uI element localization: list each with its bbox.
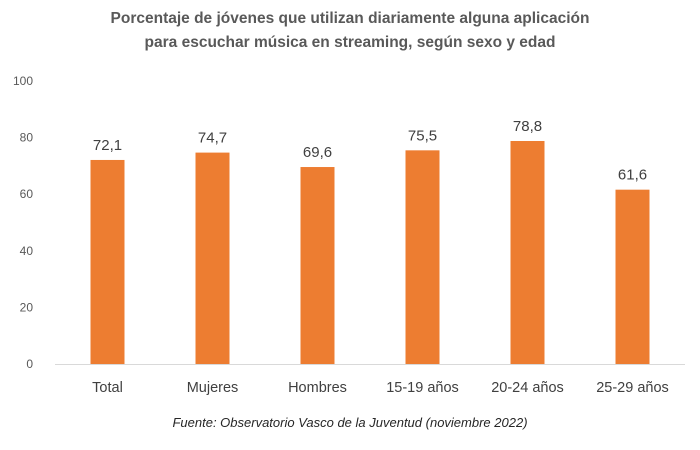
chart-title-line-2: para escuchar música en streaming, según…: [144, 34, 556, 51]
source-note: Fuente: Observatorio Vasco de la Juventu…: [172, 415, 528, 430]
data-label: 75,5: [408, 127, 437, 144]
bar: [90, 159, 125, 364]
y-tick-label: 0: [26, 357, 33, 371]
y-tick-label: 60: [20, 187, 34, 201]
y-tick-label: 80: [20, 131, 34, 145]
x-tick-label: Mujeres: [187, 380, 239, 396]
y-axis: 0 20 40 60 80 100: [13, 74, 33, 371]
y-tick-label: 20: [20, 300, 34, 314]
bar: [510, 140, 545, 364]
data-label: 78,8: [513, 118, 542, 135]
data-label: 61,6: [618, 167, 647, 184]
bar: [195, 152, 230, 364]
x-tick-label: Total: [92, 380, 123, 396]
bar: [405, 150, 440, 364]
x-tick-label: Hombres: [288, 380, 347, 396]
x-axis: Total Mujeres Hombres 15-19 años 20-24 años 2…: [92, 380, 669, 396]
y-tick-label: 40: [20, 244, 34, 258]
y-tick-label: 100: [13, 74, 33, 88]
data-label: 69,6: [303, 144, 332, 161]
chart-title-line-1: Porcentaje de jóvenes que utilizan diari…: [110, 10, 590, 27]
data-label: 74,7: [198, 130, 227, 147]
bar: [300, 167, 335, 364]
data-label: 72,1: [93, 137, 122, 154]
bars: 72,1 74,7 69,6 75,5 78,8 61,6: [90, 118, 650, 364]
bar: [615, 189, 650, 364]
x-tick-label: 20-24 años: [491, 380, 564, 396]
x-tick-label: 25-29 años: [596, 380, 669, 396]
x-tick-label: 15-19 años: [386, 380, 459, 396]
